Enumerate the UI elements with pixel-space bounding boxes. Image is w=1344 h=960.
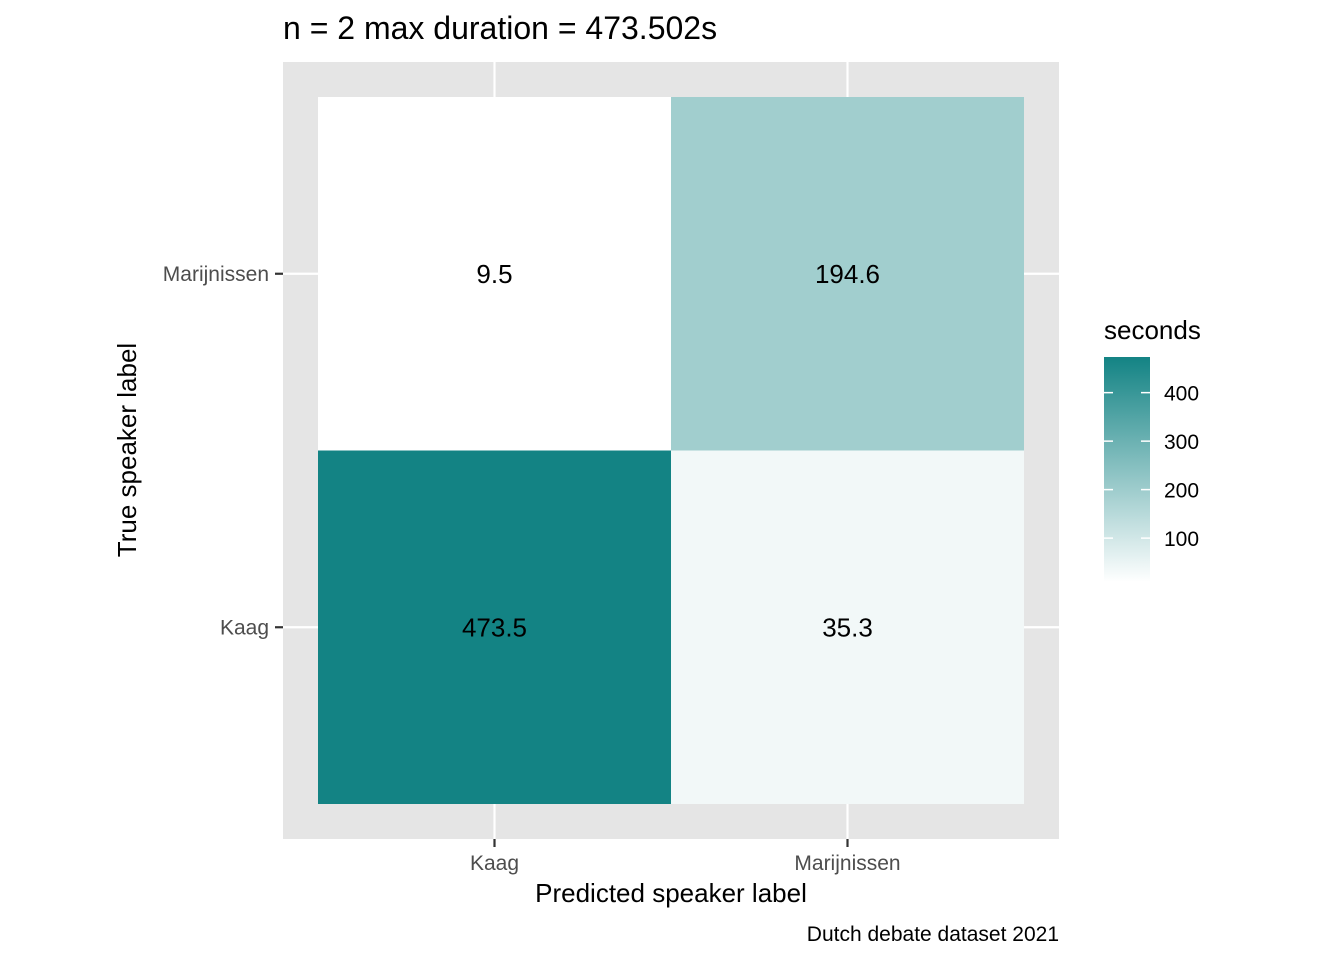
y-tick-label: Kaag [220, 616, 269, 639]
x-axis-title: Predicted speaker label [535, 878, 807, 908]
legend-tick-label: 100 [1164, 528, 1199, 551]
cell-value-label: 35.3 [822, 612, 873, 642]
cell-value-label: 194.6 [815, 259, 880, 289]
legend-ticks: 100 200 300 400 [1104, 383, 1199, 551]
chart-caption: Dutch debate dataset 2021 [807, 923, 1059, 946]
x-tick-label: Marijnissen [794, 852, 900, 875]
heatmap-cell [671, 450, 1024, 804]
legend-colorbar [1104, 357, 1150, 582]
cell-value-label: 473.5 [462, 612, 527, 642]
heatmap-cell [671, 97, 1024, 451]
chart-title: n = 2 max duration = 473.502s [283, 10, 717, 46]
heatmap-cell [318, 97, 671, 451]
x-tick-label: Kaag [470, 852, 519, 875]
heatmap-cell [318, 450, 671, 804]
heatmap-cells: 9.5 194.6 473.5 35.3 [318, 97, 1024, 804]
legend-tick-label: 400 [1164, 383, 1199, 406]
cell-value-label: 9.5 [476, 259, 512, 289]
legend-tick-label: 200 [1164, 480, 1199, 503]
x-axis: Kaag Marijnissen [470, 839, 901, 875]
y-axis: Kaag Marijnissen [163, 263, 283, 639]
y-axis-title: True speaker label [112, 343, 142, 557]
legend-title: seconds [1104, 315, 1201, 345]
legend-tick-label: 300 [1164, 431, 1199, 454]
color-legend: seconds 100 200 300 400 [1104, 315, 1201, 582]
y-tick-label: Marijnissen [163, 263, 269, 286]
